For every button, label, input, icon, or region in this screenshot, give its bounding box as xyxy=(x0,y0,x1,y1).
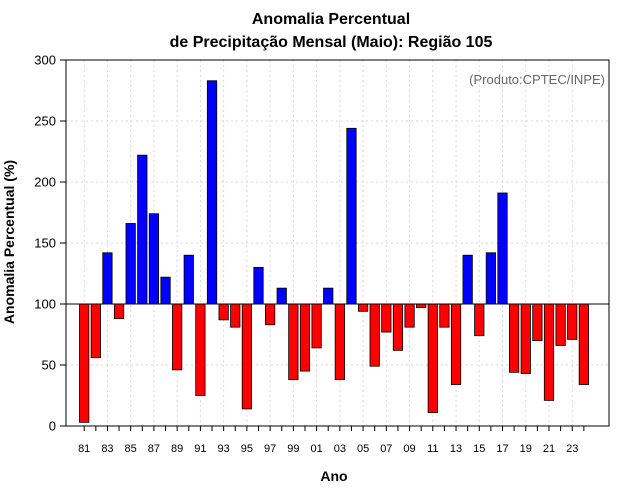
x-tick-label: 21 xyxy=(543,443,555,455)
bar-1984 xyxy=(113,303,125,320)
x-tick-label: 11 xyxy=(427,443,438,455)
x-axis-label: Ano xyxy=(320,468,347,484)
x-tick-label: 89 xyxy=(171,443,183,455)
bar-2019 xyxy=(520,303,531,374)
y-tick-label: 300 xyxy=(34,53,56,68)
x-tick-label: 03 xyxy=(334,443,346,455)
bar-2020 xyxy=(532,303,543,341)
chart-title-line1: Anomalia Percentual xyxy=(252,11,410,28)
bar-2010 xyxy=(416,303,427,309)
x-axis: 81 83 85 87 89 91 93 95 97 99 01 03 05 07 09 11 13 15 17 19… xyxy=(78,426,585,455)
x-tick-label: 05 xyxy=(357,443,369,455)
x-tick-label: 91 xyxy=(194,443,206,455)
chart-title-line2: de Precipitação Mensal (Maio): Região 10… xyxy=(170,34,493,51)
bar-2021 xyxy=(543,303,555,401)
bar-2002 xyxy=(323,287,334,305)
bar-2018 xyxy=(509,303,520,373)
x-tick-label: 97 xyxy=(264,443,276,455)
bar-1999 xyxy=(288,303,299,381)
bar-1989 xyxy=(172,303,183,371)
x-tick-label: 83 xyxy=(101,443,113,455)
bar-1988 xyxy=(160,276,171,305)
bar-1987 xyxy=(148,213,160,305)
x-tick-label: 13 xyxy=(450,443,462,455)
bar-2000 xyxy=(299,303,311,372)
bar-1983 xyxy=(102,252,113,305)
y-tick-label: 150 xyxy=(34,236,56,251)
bar-2014 xyxy=(462,254,473,305)
y-tick-label: 100 xyxy=(34,297,56,312)
bar-1985 xyxy=(125,223,136,305)
bar-2022 xyxy=(555,303,566,346)
bar-2015 xyxy=(474,303,485,337)
bar-1986 xyxy=(137,154,148,305)
bar-1994 xyxy=(230,303,241,328)
x-tick-label: 99 xyxy=(287,443,299,455)
bar-2006 xyxy=(369,303,380,367)
bar-1998 xyxy=(276,287,287,305)
y-tick-label: 200 xyxy=(34,175,56,190)
bar-2011 xyxy=(427,303,438,413)
bar-2005 xyxy=(357,303,369,312)
x-tick-label: 85 xyxy=(125,443,137,455)
bar-2023 xyxy=(567,303,578,340)
bar-2017 xyxy=(497,192,508,305)
bar-2003 xyxy=(334,303,345,381)
bar-2024 xyxy=(578,303,589,385)
bar-2016 xyxy=(485,252,497,305)
bar-1996 xyxy=(253,266,264,305)
bar-1993 xyxy=(218,303,229,321)
y-axis-label: Anomalia Percentual (%) xyxy=(1,160,17,324)
bar-1991 xyxy=(195,303,206,396)
bar-2012 xyxy=(439,303,450,328)
x-tick-label: 07 xyxy=(380,443,392,455)
x-tick-label: 19 xyxy=(520,443,532,455)
x-tick-label: 87 xyxy=(148,443,160,455)
x-tick-label: 17 xyxy=(496,443,508,455)
bar-2013 xyxy=(450,303,462,385)
x-tick-label: 01 xyxy=(310,443,322,455)
y-tick-label: 50 xyxy=(42,358,56,373)
x-tick-label: 09 xyxy=(403,443,415,455)
bar-1997 xyxy=(265,303,276,326)
bars xyxy=(79,80,589,423)
bar-1995 xyxy=(241,303,252,410)
y-axis: 0 50 100 150 200 250 300 xyxy=(34,53,66,434)
bar-2004 xyxy=(346,127,357,305)
x-tick-label: 93 xyxy=(218,443,230,455)
y-tick-label: 0 xyxy=(49,419,56,434)
x-tick-label: 23 xyxy=(566,443,578,455)
bar-1981 xyxy=(79,303,90,423)
bar-2007 xyxy=(381,303,392,333)
bar-2009 xyxy=(404,303,415,328)
bar-2008 xyxy=(392,303,404,351)
y-tick-label: 250 xyxy=(34,114,56,129)
x-tick-label: 81 xyxy=(78,443,90,455)
bar-1992 xyxy=(206,80,218,305)
x-tick-label: 15 xyxy=(473,443,485,455)
x-tick-label: 95 xyxy=(241,443,253,455)
bar-2001 xyxy=(311,303,322,349)
bar-1982 xyxy=(90,303,101,359)
bar-1990 xyxy=(183,254,194,305)
credit-text: (Produto:CPTEC/INPE) xyxy=(469,72,605,87)
